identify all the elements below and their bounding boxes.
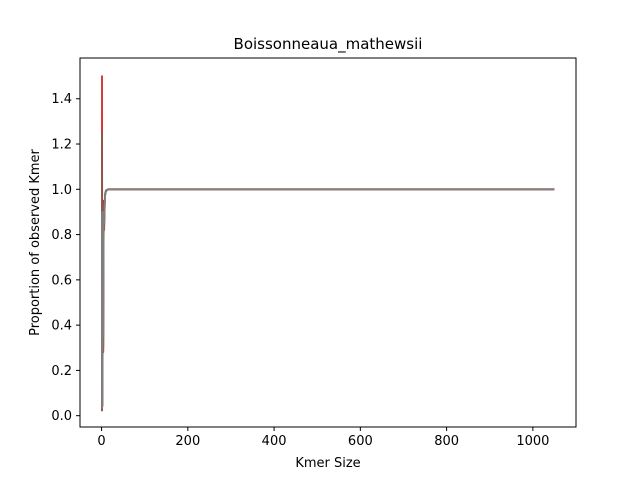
x-tick-label: 1000	[516, 434, 549, 449]
y-tick-label: 1.2	[51, 138, 72, 153]
series-line-3	[101, 188, 555, 409]
x-tick-label: 600	[348, 434, 373, 449]
y-tick-label: 0.4	[51, 319, 72, 334]
x-tick-label: 0	[97, 434, 105, 449]
chart-title: Boissonneaua_mathewsii	[234, 35, 423, 54]
y-tick-label: 0.2	[51, 364, 72, 379]
x-axis-label: Kmer Size	[295, 456, 360, 471]
plot-frame	[79, 57, 577, 428]
y-tick-label: 1.4	[51, 92, 72, 107]
y-tick-label: 0.6	[51, 273, 72, 288]
x-tick-label: 800	[434, 434, 459, 449]
x-tick-label: 400	[262, 434, 287, 449]
y-tick-label: 0.0	[51, 409, 72, 424]
x-tick-label: 200	[175, 434, 200, 449]
y-tick-label: 0.8	[51, 228, 72, 243]
x-axis: 0 200 400 600 800 1000	[97, 427, 549, 449]
y-axis-label: Proportion of observed Kmer	[28, 148, 43, 335]
y-axis: 0.0 0.2 0.4 0.6 0.8 1.0 1.2 1.4	[51, 92, 80, 424]
series-layer	[101, 75, 555, 412]
y-tick-label: 1.0	[51, 183, 72, 198]
